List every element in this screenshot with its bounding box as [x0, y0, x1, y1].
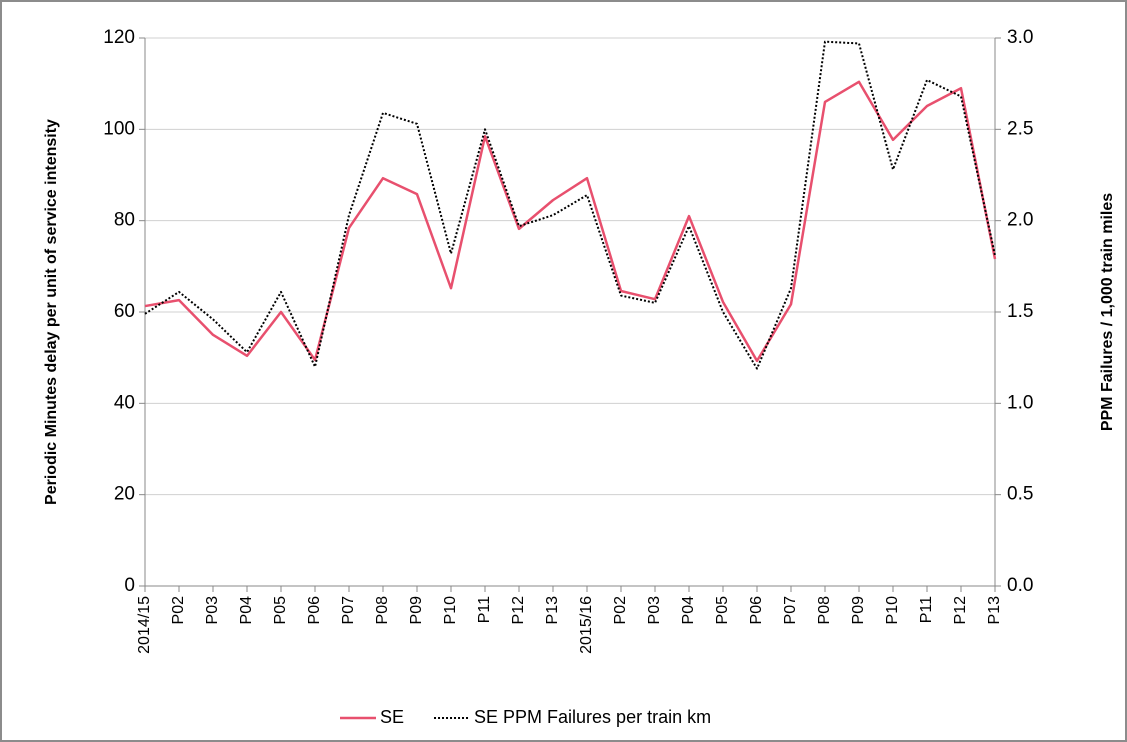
- x-tick-label: P12: [952, 596, 969, 625]
- x-tick-label: P07: [782, 596, 799, 625]
- x-tick-label: P02: [612, 596, 629, 625]
- x-tick-label: P11: [476, 596, 493, 623]
- y-tick-label: 120: [103, 27, 135, 48]
- x-tick-label: 2015/16: [578, 596, 595, 654]
- x-tick-label: P07: [340, 596, 357, 625]
- series-line: [144, 80, 997, 363]
- x-tick-label: P02: [170, 596, 187, 625]
- x-tick-label: P04: [680, 596, 697, 625]
- legend-label: SE: [380, 707, 404, 727]
- x-tick-label: P08: [374, 596, 391, 625]
- x-tick-label: P13: [544, 596, 561, 625]
- y2-tick-label: 3.0: [1007, 27, 1033, 48]
- y2-tick-label: 1.5: [1007, 301, 1033, 322]
- x-tick-label: P03: [204, 596, 221, 625]
- x-tick-label: P08: [816, 596, 833, 625]
- x-tick-label: P05: [272, 596, 289, 625]
- x-tick-label: P10: [442, 596, 459, 625]
- x-tick-label: P09: [408, 596, 425, 625]
- y2-tick-label: 0.5: [1007, 484, 1033, 505]
- y2-tick-label: 0.0: [1007, 575, 1033, 596]
- legend-label: SE PPM Failures per train km: [474, 707, 711, 727]
- y2-tick-label: 1.0: [1007, 392, 1033, 413]
- legend: SE SE PPM Failures per train km: [340, 707, 711, 727]
- x-tick-label: P05: [714, 596, 731, 625]
- y-tick-label: 100: [103, 118, 135, 139]
- x-tick-label: P13: [986, 596, 1003, 625]
- y-tick-label: 40: [114, 392, 135, 413]
- x-tick-label: P06: [748, 596, 765, 625]
- y-tick-label: 0: [124, 575, 135, 596]
- x-tick-label: P06: [306, 596, 323, 625]
- x-tick-label: P10: [884, 596, 901, 625]
- x-tick-label: P03: [646, 596, 663, 625]
- y2-tick-label: 2.5: [1007, 118, 1033, 139]
- y-axis-title: Periodic Minutes delay per unit of servi…: [43, 119, 60, 505]
- y2-axis-title: PPM Failures / 1,000 train miles: [1099, 193, 1116, 431]
- x-tick-label: P12: [510, 596, 527, 625]
- y-tick-label: 80: [114, 210, 135, 231]
- x-tick-label: P04: [238, 596, 255, 625]
- y-tick-label: 20: [114, 484, 135, 505]
- x-tick-label: P09: [850, 596, 867, 625]
- y2-tick-label: 2.0: [1007, 210, 1033, 231]
- y-tick-label: 60: [114, 301, 135, 322]
- x-tick-label: 2014/15: [136, 596, 153, 654]
- x-tick-label: P11: [918, 596, 935, 623]
